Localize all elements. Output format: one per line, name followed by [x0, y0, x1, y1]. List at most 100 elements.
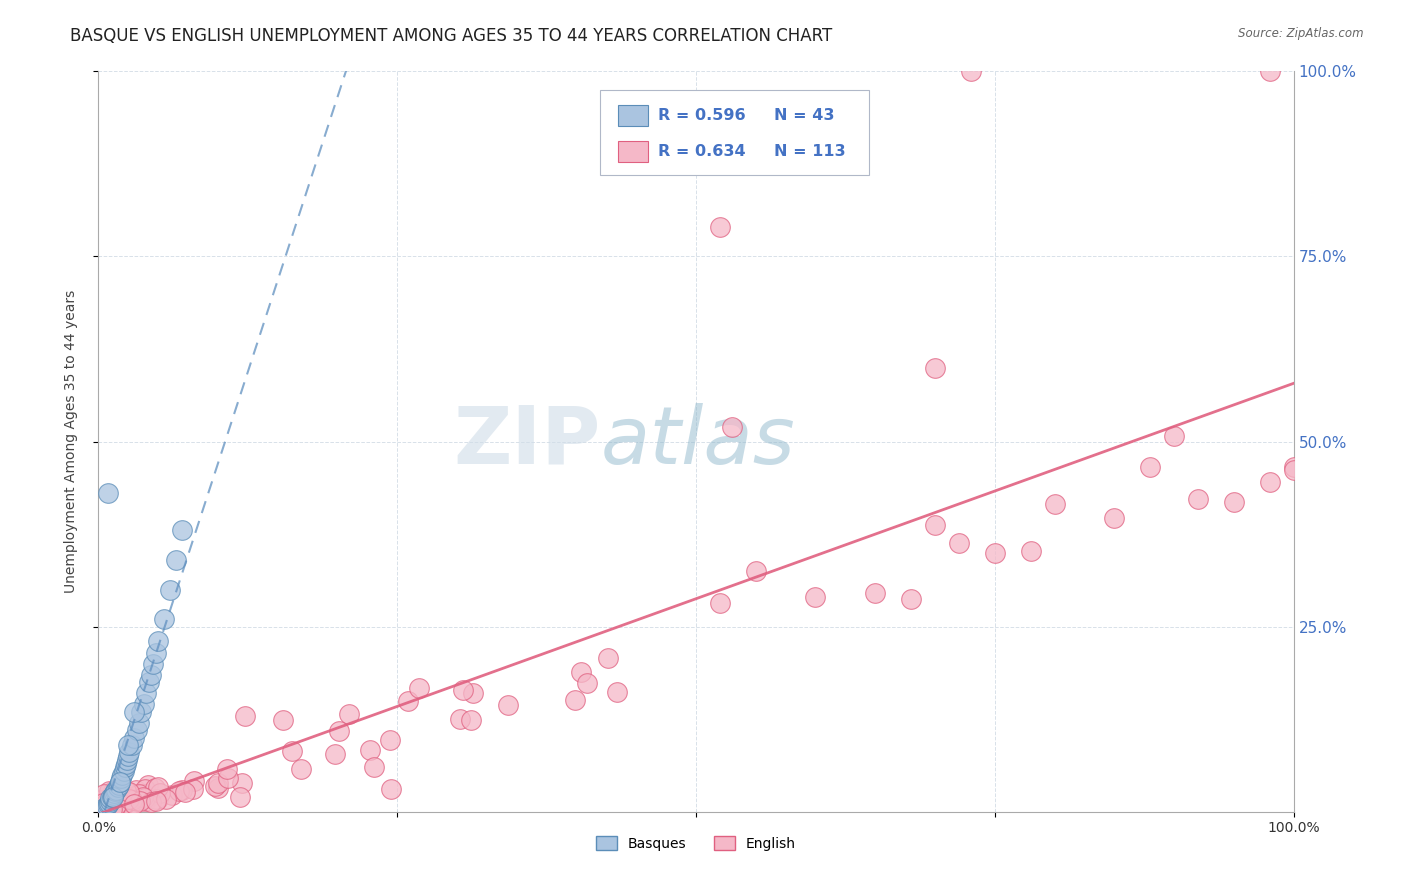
- Point: [110, 789, 132, 804]
- Point: [94, 799, 117, 814]
- Text: Source: ZipAtlas.com: Source: ZipAtlas.com: [1239, 27, 1364, 40]
- Point: [110, 797, 132, 811]
- Text: atlas: atlas: [600, 402, 796, 481]
- Point: [1019, 543, 1042, 558]
- Point: [105, 782, 128, 797]
- Point: [290, 762, 312, 776]
- Point: [134, 790, 156, 805]
- Point: [138, 675, 160, 690]
- Point: [124, 731, 146, 745]
- Point: [165, 553, 187, 567]
- Point: [115, 756, 138, 771]
- Point: [865, 586, 887, 600]
- Text: R = 0.596: R = 0.596: [658, 108, 745, 123]
- Point: [231, 775, 253, 789]
- Point: [98, 794, 122, 808]
- Point: [107, 778, 129, 792]
- Point: [120, 797, 142, 812]
- Point: [160, 789, 183, 803]
- Point: [108, 775, 131, 789]
- Point: [721, 419, 744, 434]
- Point: [233, 709, 256, 723]
- Point: [101, 789, 124, 804]
- Point: [132, 698, 155, 712]
- Point: [131, 705, 153, 719]
- Point: [94, 799, 117, 814]
- Point: [576, 676, 599, 690]
- Point: [103, 786, 125, 800]
- Point: [709, 219, 731, 234]
- Point: [380, 781, 402, 796]
- Point: [98, 796, 121, 810]
- FancyBboxPatch shape: [619, 105, 648, 126]
- Point: [117, 749, 139, 764]
- Point: [229, 789, 252, 804]
- Point: [117, 795, 139, 809]
- Point: [114, 784, 136, 798]
- Point: [111, 799, 134, 814]
- Point: [97, 486, 120, 500]
- Y-axis label: Unemployment Among Ages 35 to 44 years: Unemployment Among Ages 35 to 44 years: [63, 290, 77, 593]
- Point: [125, 793, 148, 807]
- Point: [1139, 460, 1161, 475]
- Point: [117, 792, 139, 806]
- Point: [148, 634, 170, 648]
- Point: [596, 651, 619, 665]
- Point: [183, 774, 205, 789]
- Text: N = 43: N = 43: [773, 108, 834, 123]
- Point: [93, 801, 115, 815]
- Point: [155, 791, 177, 805]
- Point: [91, 797, 114, 811]
- Point: [328, 724, 350, 739]
- Point: [1043, 497, 1066, 511]
- Text: N = 113: N = 113: [773, 144, 845, 159]
- Point: [159, 582, 181, 597]
- FancyBboxPatch shape: [600, 90, 869, 175]
- Point: [451, 682, 474, 697]
- Point: [204, 779, 226, 793]
- Point: [145, 794, 167, 808]
- Point: [94, 803, 117, 817]
- Point: [167, 783, 190, 797]
- Point: [153, 612, 176, 626]
- Point: [1187, 491, 1209, 506]
- Point: [136, 778, 159, 792]
- Point: [496, 698, 519, 713]
- Point: [118, 746, 141, 760]
- Point: [271, 713, 294, 727]
- Point: [359, 743, 381, 757]
- Point: [146, 792, 169, 806]
- Point: [132, 787, 155, 801]
- Legend: Basques, English: Basques, English: [591, 830, 801, 856]
- Point: [564, 693, 586, 707]
- Point: [145, 792, 167, 806]
- Point: [117, 738, 139, 752]
- Point: [111, 767, 134, 781]
- Point: [215, 762, 238, 776]
- Point: [145, 646, 167, 660]
- Point: [129, 794, 152, 808]
- Point: [449, 712, 471, 726]
- Point: [134, 781, 156, 796]
- Point: [1163, 429, 1185, 443]
- Point: [110, 772, 132, 786]
- Point: [104, 784, 127, 798]
- Point: [114, 760, 136, 774]
- Point: [900, 591, 922, 606]
- Point: [948, 536, 970, 550]
- Point: [337, 707, 360, 722]
- Point: [98, 791, 122, 805]
- Point: [281, 744, 304, 758]
- Point: [112, 764, 135, 778]
- Point: [94, 796, 117, 810]
- Point: [217, 772, 239, 786]
- Point: [104, 797, 127, 812]
- Point: [91, 800, 114, 814]
- Point: [1104, 511, 1126, 525]
- Point: [408, 681, 430, 695]
- Point: [135, 686, 157, 700]
- Point: [101, 798, 124, 813]
- Point: [125, 723, 148, 738]
- Point: [91, 796, 114, 810]
- Point: [121, 738, 143, 752]
